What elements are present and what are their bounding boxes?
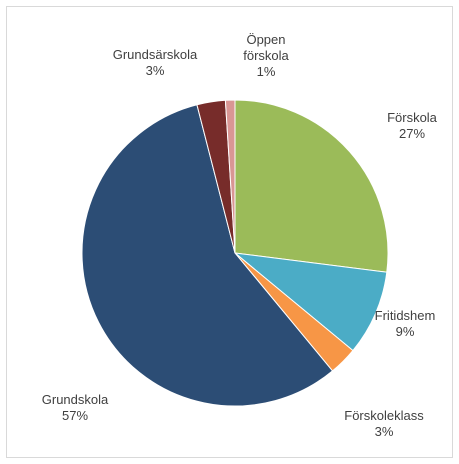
value-label: 57% [61, 408, 89, 423]
slice-label: Grundsärskola 3% [95, 47, 215, 79]
category-label: Förskoleklass [344, 408, 424, 423]
value-label: 3% [374, 424, 394, 439]
category-label: Grundskola [41, 392, 109, 407]
slice-label: Grundskola 57% [30, 392, 120, 424]
category-label: Grundsärskola [112, 47, 198, 62]
chart-frame [6, 6, 453, 458]
category-label: Fritidshem [374, 308, 436, 323]
value-label: 3% [145, 63, 165, 78]
value-label: 1% [256, 64, 276, 79]
pie-slice [224, 99, 236, 254]
slice-label: Förskola 27% [372, 110, 452, 142]
pie-slice [234, 99, 389, 273]
pie-slice [233, 252, 388, 352]
category-label: Öppen förskola [243, 32, 289, 63]
pie-slice [81, 104, 334, 407]
category-label: Förskola [387, 110, 437, 125]
slice-label: Fritidshem 9% [365, 308, 445, 340]
value-label: 9% [395, 324, 415, 339]
slice-label: Förskoleklass 3% [329, 408, 439, 440]
slice-label: Öppen förskola 1% [236, 32, 296, 80]
value-label: 27% [398, 126, 426, 141]
